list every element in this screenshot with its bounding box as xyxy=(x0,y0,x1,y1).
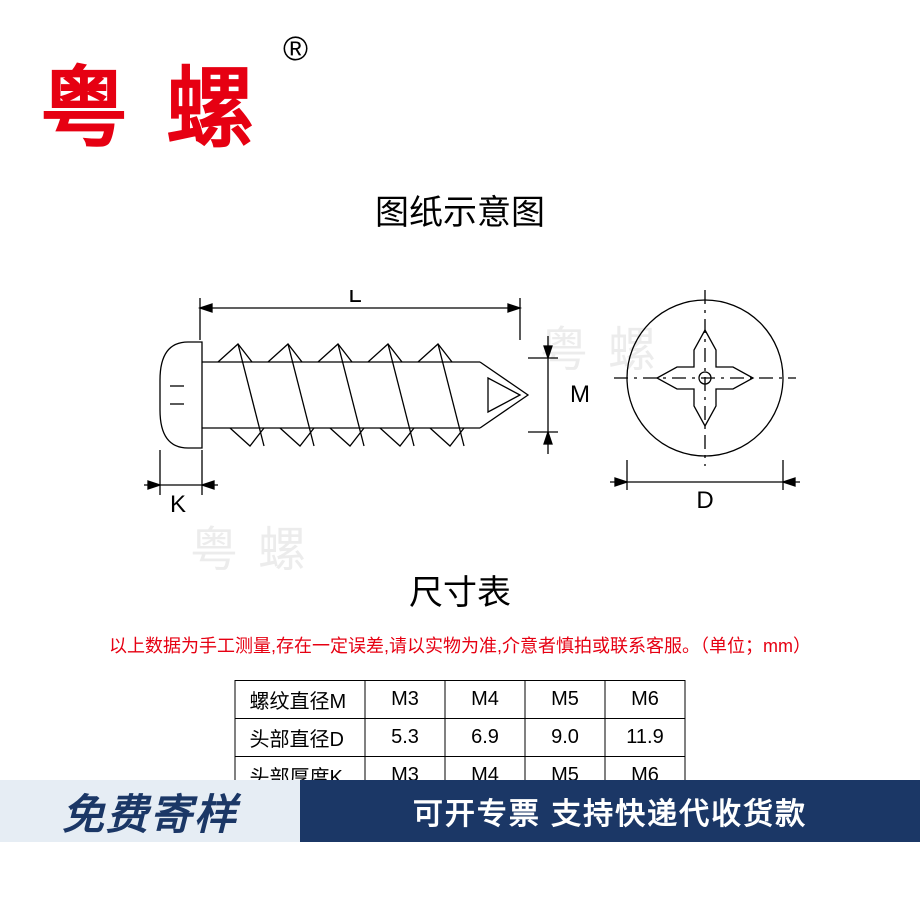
cell: M5 xyxy=(525,681,605,719)
cell: M4 xyxy=(445,681,525,719)
dim-L: L xyxy=(348,290,361,308)
technical-diagram: L M K xyxy=(60,270,860,530)
dim-K: K xyxy=(170,491,186,518)
brand-logo: 粤 螺 ® xyxy=(40,38,262,165)
disclaimer-text: 以上数据为手工测量,存在一定误差,请以实物为准,介意者慎拍或联系客服。（单位；m… xyxy=(0,632,920,658)
spec-table: 螺纹直径M M3 M4 M5 M6 头部直径D 5.3 6.9 9.0 11.9… xyxy=(235,680,686,795)
cell: 5.3 xyxy=(365,719,445,757)
table-row: 头部直径D 5.3 6.9 9.0 11.9 xyxy=(235,719,685,757)
row-label: 头部直径D xyxy=(235,719,365,757)
cell: 6.9 xyxy=(445,719,525,757)
row-label: 螺纹直径M xyxy=(235,681,365,719)
diagram-title: 图纸示意图 xyxy=(0,185,920,234)
table-row: 螺纹直径M M3 M4 M5 M6 xyxy=(235,681,685,719)
table-title: 尺寸表 xyxy=(0,565,920,614)
cell: 9.0 xyxy=(525,719,605,757)
footer-banner: 免费寄样 可开专票 支持快递代收货款 xyxy=(0,780,920,842)
dim-M: M xyxy=(570,381,590,408)
cell: M6 xyxy=(605,681,685,719)
footer-left: 免费寄样 xyxy=(0,780,300,842)
registered-mark: ® xyxy=(283,30,308,69)
cell: 11.9 xyxy=(605,719,685,757)
brand-text: 粤 螺 xyxy=(40,62,262,159)
footer-right: 可开专票 支持快递代收货款 xyxy=(300,780,920,842)
screw-side-view: L M K xyxy=(140,290,600,520)
cell: M3 xyxy=(365,681,445,719)
screw-head-top-view: D xyxy=(600,290,810,530)
dim-D: D xyxy=(696,487,713,514)
